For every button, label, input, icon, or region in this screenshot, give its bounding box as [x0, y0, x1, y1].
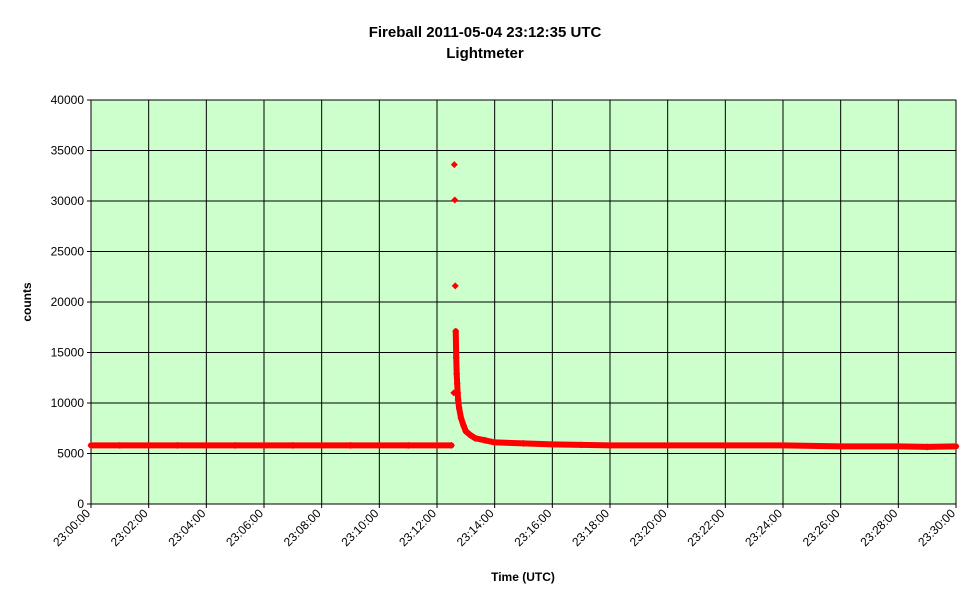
- x-tick-label: 23:28:00: [858, 506, 901, 549]
- data-point: [481, 436, 489, 444]
- data-trace-segment: [924, 443, 959, 450]
- data-point: [577, 441, 585, 449]
- data-point: [454, 396, 462, 404]
- data-point: [894, 442, 902, 450]
- x-tick-label: 23:30:00: [915, 506, 958, 549]
- data-point: [452, 354, 460, 362]
- x-tick-label: 23:12:00: [396, 506, 439, 549]
- data-point: [459, 421, 467, 429]
- axis-layer: [87, 99, 957, 508]
- grid-layer: [91, 99, 957, 504]
- x-tick-label: 23:20:00: [627, 506, 670, 549]
- data-point: [462, 427, 470, 435]
- data-point: [450, 161, 458, 169]
- data-point: [289, 441, 297, 449]
- data-point: [453, 370, 461, 378]
- y-tick-label: 5000: [57, 447, 84, 461]
- data-point: [404, 441, 412, 449]
- data-point: [174, 441, 181, 449]
- data-point: [451, 282, 459, 290]
- data-point: [520, 439, 527, 447]
- x-tick-label: 23:26:00: [800, 506, 843, 549]
- data-point: [952, 442, 960, 450]
- x-tick-label: 23:22:00: [685, 506, 728, 549]
- data-point: [450, 389, 458, 397]
- data-point: [433, 441, 441, 449]
- y-tick-label: 40000: [51, 93, 85, 107]
- data-point: [548, 440, 556, 448]
- data-point: [231, 441, 239, 449]
- data-trace-segment: [491, 439, 527, 447]
- y-axis-title: counts: [20, 282, 34, 322]
- x-tick-label: 23:00:00: [50, 506, 93, 549]
- y-tick-label: 10000: [51, 396, 85, 410]
- data-trace-segment: [780, 442, 844, 450]
- data-point: [453, 380, 461, 388]
- y-tick-label: 35000: [51, 144, 85, 158]
- data-point: [87, 441, 95, 449]
- data-point: [457, 414, 465, 422]
- data-point: [606, 441, 614, 449]
- y-tick-label: 20000: [51, 295, 85, 309]
- data-point: [779, 441, 787, 449]
- data-point: [202, 441, 210, 449]
- data-trace-segment: [549, 441, 585, 448]
- x-tick-label: 23:18:00: [569, 506, 612, 549]
- data-point: [467, 431, 475, 439]
- data-trace-segment: [578, 441, 613, 449]
- data-point: [375, 441, 383, 449]
- x-tick-label: 23:08:00: [281, 506, 324, 549]
- data-point: [260, 441, 268, 449]
- data-point: [837, 442, 845, 450]
- data-point: [347, 441, 354, 449]
- x-tick-label: 23:16:00: [512, 506, 555, 549]
- data-point: [491, 438, 499, 446]
- data-point: [116, 441, 124, 449]
- y-tick-label: 25000: [51, 245, 85, 259]
- data-point: [664, 441, 672, 449]
- data-point: [721, 441, 729, 449]
- y-tick-label: 30000: [51, 194, 85, 208]
- data-point: [447, 441, 455, 449]
- x-tick-label: 23:02:00: [108, 506, 151, 549]
- data-point: [452, 327, 460, 335]
- data-trace-segment: [520, 440, 556, 448]
- chart-subtitle: Lightmeter: [446, 45, 524, 62]
- y-tick-label: 15000: [51, 346, 85, 360]
- x-tick-label: 23:06:00: [223, 506, 266, 549]
- data-point: [455, 404, 463, 412]
- data-point: [145, 441, 153, 449]
- data-trace-segment: [895, 443, 931, 450]
- x-tick-label: 23:10:00: [339, 506, 382, 549]
- x-tick-label: 23:14:00: [454, 506, 497, 549]
- chart-title: Fireball 2011-05-04 23:12:35 UTC: [369, 24, 602, 41]
- x-tick-label: 23:24:00: [742, 506, 785, 549]
- y-tick-label: 0: [77, 497, 84, 511]
- x-axis-title: Time (UTC): [491, 570, 555, 584]
- data-point: [923, 443, 931, 451]
- x-tick-labels: 23:00:00 23:02:00 23:04:00 23:06:00 23:08:00…: [50, 506, 958, 549]
- data-point: [471, 434, 479, 442]
- x-tick-label: 23:04:00: [166, 506, 209, 549]
- data-point: [451, 196, 459, 204]
- data-point: [454, 389, 462, 397]
- data-point: [318, 441, 326, 449]
- data-points: [87, 161, 960, 451]
- y-tick-labels: 0 5000 10000 15000 20000 25000 30000 35000 40000: [51, 93, 85, 511]
